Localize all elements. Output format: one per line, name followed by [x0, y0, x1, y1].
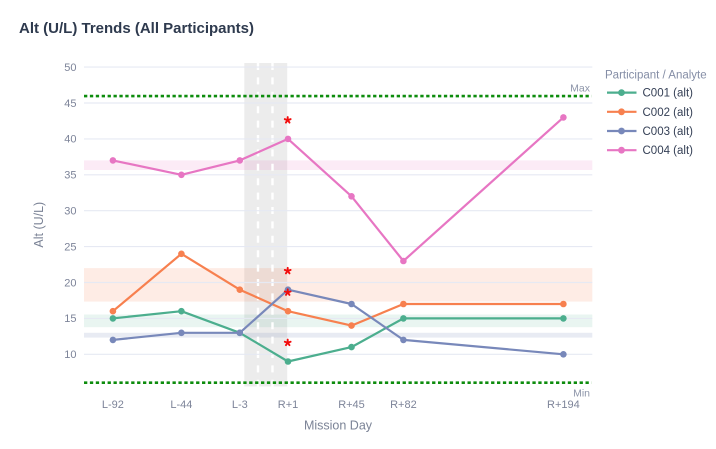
svg-text:C004 (alt): C004 (alt)	[643, 145, 694, 157]
svg-text:C001 (alt): C001 (alt)	[643, 88, 694, 100]
svg-text:R+82: R+82	[390, 399, 417, 411]
svg-text:Alt (U/L) Trends (All Particip: Alt (U/L) Trends (All Participants)	[19, 20, 254, 37]
svg-text:10: 10	[64, 349, 76, 361]
svg-text:L-3: L-3	[232, 399, 248, 411]
svg-text:20: 20	[64, 277, 76, 289]
svg-text:C002 (alt): C002 (alt)	[643, 107, 694, 119]
svg-text:C003 (alt): C003 (alt)	[643, 126, 694, 138]
svg-text:25: 25	[64, 241, 76, 253]
svg-text:45: 45	[64, 98, 76, 110]
svg-text:L-92: L-92	[102, 399, 124, 411]
svg-text:35: 35	[64, 170, 76, 182]
svg-text:Mission Day: Mission Day	[304, 419, 373, 433]
svg-text:R+1: R+1	[278, 399, 299, 411]
svg-text:40: 40	[64, 134, 76, 146]
svg-text:R+45: R+45	[338, 399, 365, 411]
svg-text:R+194: R+194	[547, 399, 580, 411]
svg-text:Alt (U/L): Alt (U/L)	[32, 202, 46, 248]
svg-text:50: 50	[64, 62, 76, 74]
svg-text:30: 30	[64, 206, 76, 218]
svg-text:Participant / Analyte: Participant / Analyte	[605, 70, 707, 82]
svg-text:Max: Max	[570, 83, 591, 95]
svg-text:Min: Min	[573, 388, 590, 400]
svg-text:15: 15	[64, 313, 76, 325]
svg-text:L-44: L-44	[170, 399, 192, 411]
